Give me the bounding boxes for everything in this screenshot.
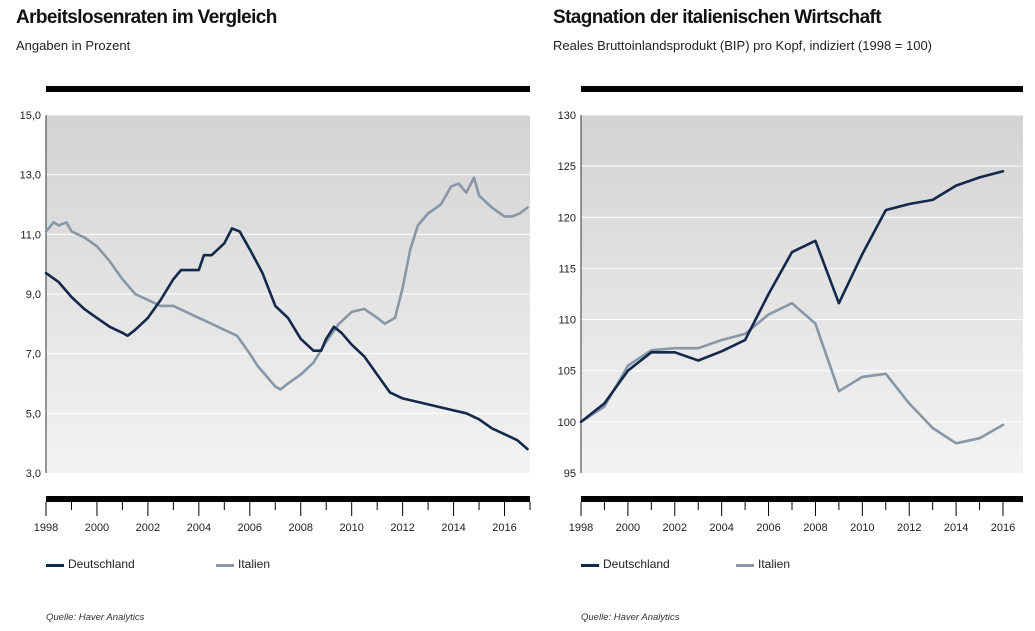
unemployment-chart: 3,0 5,0 7,0 9,0 11,0 13,0 15,0 1998 2000 2002 2004… [20,86,531,534]
chart-title: Arbeitslosenraten im Vergleich [16,7,277,28]
series-line-deutschland [579,170,1005,424]
plot-area [581,115,1023,473]
x-tick-label: 2010 [850,522,874,534]
x-tick-label: 2008 [803,522,827,534]
series-line-italien [44,176,529,391]
legend-swatch-deutschland [581,564,599,567]
x-tick-label: 2014 [441,522,465,534]
y-tick-label: 110 [558,315,576,327]
chart-subtitle: Angaben in Prozent [16,38,131,53]
x-tick-label: 2000 [616,522,640,534]
header-rule [581,86,1023,92]
header-rule [46,86,530,92]
x-axis-bar [581,496,1023,502]
y-tick-label: 125 [558,161,576,173]
y-tick-label: 11,0 [20,229,41,241]
series-line-italien [579,301,1005,445]
y-tick-label: 105 [558,366,576,378]
y-tick-label: 7,0 [26,349,41,361]
chart-subtitle: Reales Bruttoinlandsprodukt (BIP) pro Ko… [553,38,933,53]
legend-swatch-italien [216,564,234,567]
y-tick-label: 15,0 [20,110,41,122]
x-tick-label: 1998 [569,522,593,534]
y-tick-label: 100 [558,417,576,429]
legend-label: Italien [758,557,791,571]
y-tick-label: 3,0 [26,468,41,480]
x-tick-label: 2004 [187,522,211,534]
gdp-chart: 95 100 105 110 115 120 125 130 1998 2000 2002 2004 2… [558,86,1023,534]
x-tick-label: 2014 [944,522,968,534]
x-tick-label: 2002 [663,522,687,534]
legend-swatch-italien [736,564,754,567]
x-tick-label: 1998 [34,522,58,534]
series-line-deutschland [44,227,529,451]
x-tick-label: 2006 [756,522,780,534]
chart-panel-unemployment: Arbeitslosenraten im Vergleich Angaben i… [16,0,536,631]
source-note: Quelle: Haver Analytics [581,612,680,623]
x-tick-label: 2010 [339,522,363,534]
x-tick-label: 2000 [85,522,109,534]
x-axis-bar [46,496,530,502]
y-tick-label: 95 [564,468,576,480]
x-tick-label: 2002 [136,522,160,534]
source-note: Quelle: Haver Analytics [46,612,145,623]
y-tick-label: 130 [558,110,576,122]
x-tick-label: 2006 [238,522,262,534]
x-tick-label: 2012 [390,522,414,534]
legend-label: Deutschland [68,557,135,571]
legend: Deutschland Italien [46,556,346,576]
legend-label: Italien [238,557,271,571]
x-tick-label: 2008 [288,522,312,534]
y-tick-label: 5,0 [26,408,41,420]
chart-title: Stagnation der italienischen Wirtschaft [553,7,882,28]
legend: Deutschland Italien [581,556,881,576]
legend-label: Deutschland [603,557,670,571]
y-tick-label: 9,0 [26,289,41,301]
y-tick-label: 120 [558,212,576,224]
x-tick-label: 2012 [897,522,921,534]
x-tick-label: 2016 [991,522,1015,534]
chart-panel-gdp: Stagnation der italienischen Wirtschaft … [553,0,1028,631]
legend-swatch-deutschland [46,564,64,567]
x-tick-label: 2004 [709,522,733,534]
y-tick-label: 115 [558,263,576,275]
y-tick-label: 13,0 [20,170,41,182]
x-tick-label: 2016 [492,522,516,534]
